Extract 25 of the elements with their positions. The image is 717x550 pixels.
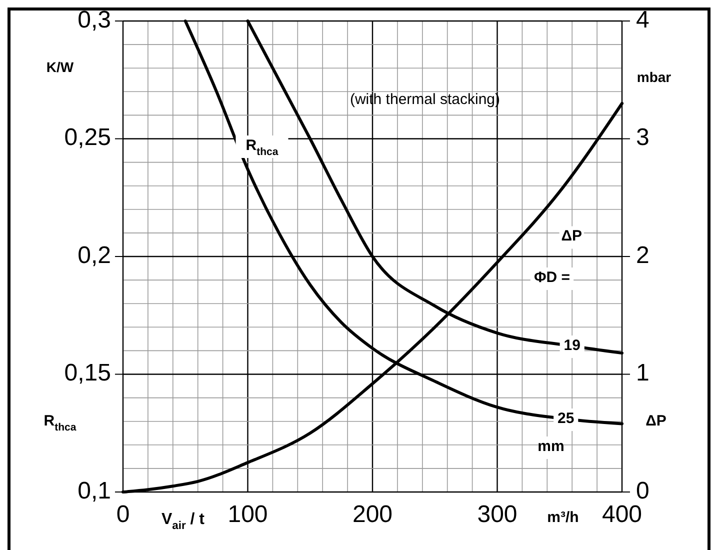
x-tick-label: 0 <box>116 501 130 528</box>
x-tick-label: 100 <box>228 501 268 528</box>
series-label: 25 <box>558 410 574 427</box>
x-axis-title: V$_{air}$ / t <box>161 511 206 532</box>
text: R$_{thca}$ <box>44 412 76 434</box>
y2-tick-label: 2 <box>636 242 650 269</box>
y-axis-title: K/W <box>46 58 74 75</box>
y-tick-label: 0,1 <box>78 477 111 504</box>
x-tick-label: 200 <box>352 501 393 528</box>
y2-tick-label: 4 <box>636 6 650 34</box>
y-tick-label: 0,15 <box>64 360 111 387</box>
annotation: R$_{thca}$ <box>246 136 278 158</box>
series-label: ΔP <box>561 228 582 245</box>
text: ΔP <box>646 412 666 430</box>
text: m³/h <box>547 508 579 526</box>
annotation: ΦD = <box>534 268 570 286</box>
y2-tick-label: 1 <box>636 360 650 387</box>
y2-tick-label: 3 <box>636 124 650 152</box>
x-tick-label: 300 <box>477 501 518 528</box>
y-tick-label: 0,25 <box>64 124 111 152</box>
y2-axis-title: mbar <box>636 68 672 85</box>
series-label: 19 <box>564 336 580 354</box>
annotation: mm <box>538 438 564 455</box>
y-tick-label: 0,2 <box>78 242 111 269</box>
y-tick-label: 0,3 <box>78 6 111 34</box>
